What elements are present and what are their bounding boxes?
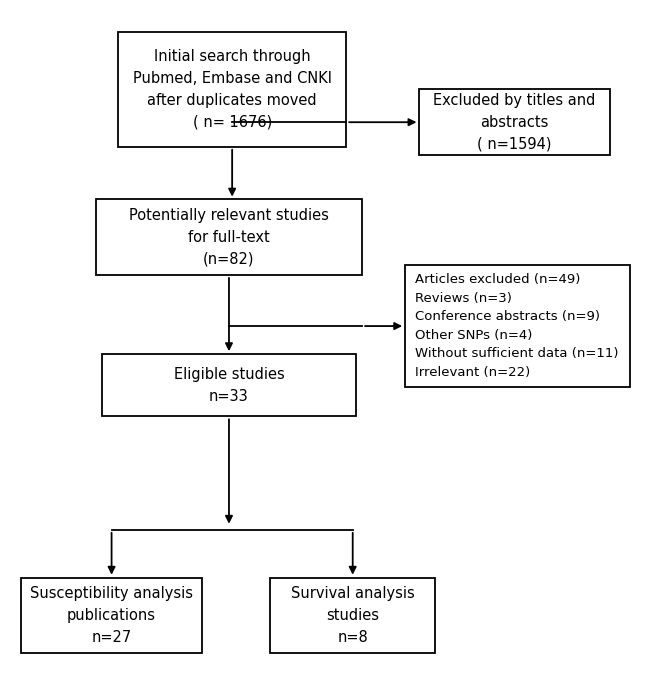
Text: Potentially relevant studies
for full-text
(n=82): Potentially relevant studies for full-te…	[129, 208, 329, 266]
FancyBboxPatch shape	[270, 577, 435, 653]
FancyBboxPatch shape	[102, 354, 356, 416]
FancyBboxPatch shape	[118, 32, 346, 147]
Text: Articles excluded (n=49)
Reviews (n=3)
Conference abstracts (n=9)
Other SNPs (n=: Articles excluded (n=49) Reviews (n=3) C…	[414, 273, 618, 379]
Text: Eligible studies
n=33: Eligible studies n=33	[174, 367, 284, 403]
FancyBboxPatch shape	[405, 265, 631, 387]
Text: Initial search through
Pubmed, Embase and CNKI
after duplicates moved
( n= 1676): Initial search through Pubmed, Embase an…	[133, 49, 332, 129]
FancyBboxPatch shape	[419, 89, 609, 155]
FancyBboxPatch shape	[21, 577, 202, 653]
Text: Survival analysis
studies
n=8: Survival analysis studies n=8	[291, 586, 414, 645]
FancyBboxPatch shape	[96, 199, 362, 275]
Text: Susceptibility analysis
publications
n=27: Susceptibility analysis publications n=2…	[30, 586, 193, 645]
Text: Excluded by titles and
abstracts
( n=1594): Excluded by titles and abstracts ( n=159…	[434, 93, 596, 151]
